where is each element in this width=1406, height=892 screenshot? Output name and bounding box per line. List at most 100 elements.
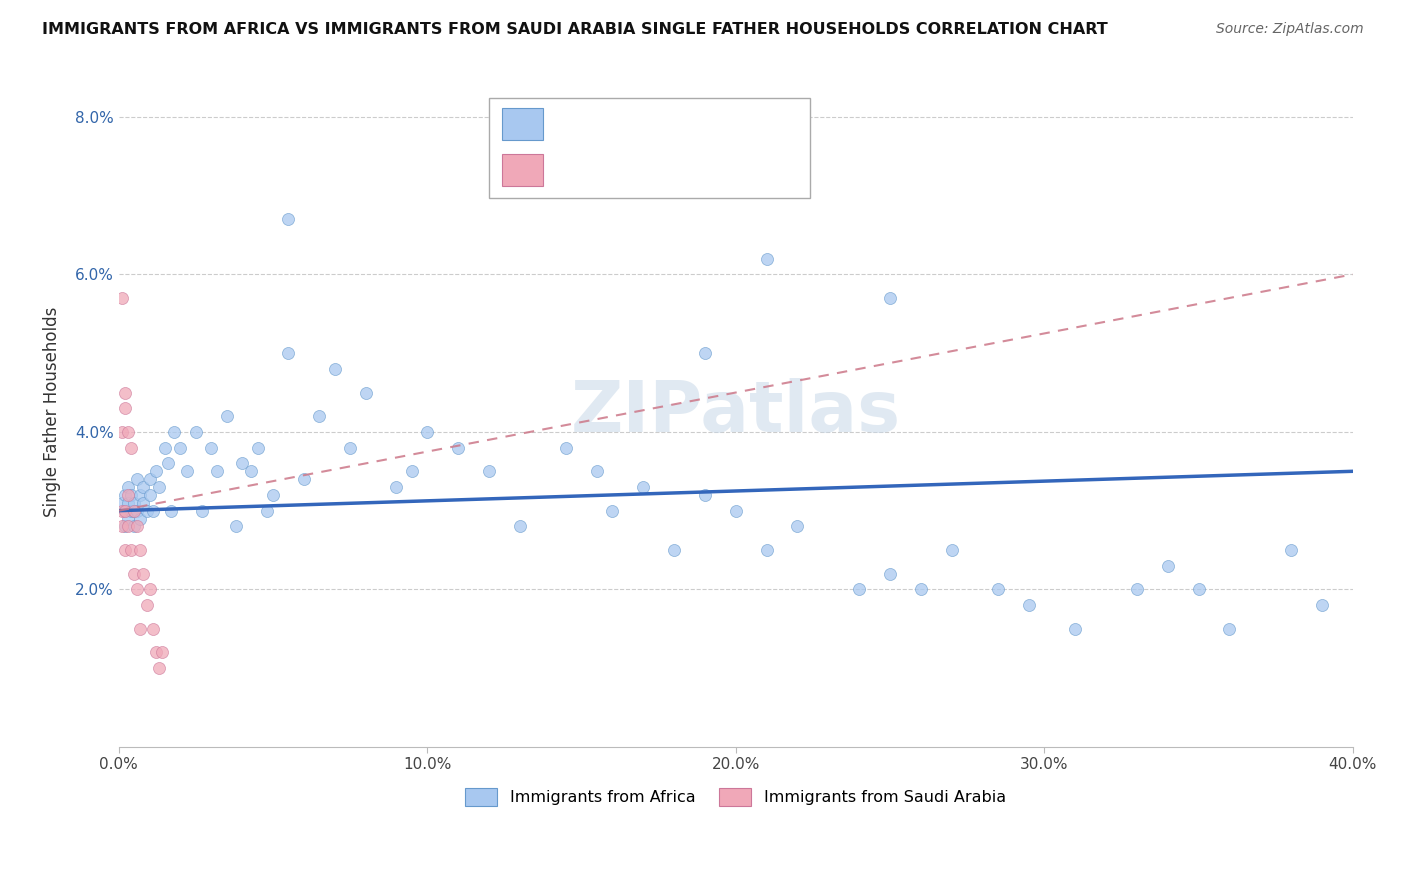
Immigrants from Africa — [246, 441, 269, 455]
Immigrants from Africa — [138, 472, 160, 486]
Immigrants from Africa — [786, 519, 808, 533]
Immigrants from Africa — [447, 441, 470, 455]
Immigrants from Africa — [323, 362, 346, 376]
Immigrants from Saudi Arabia — [111, 425, 134, 439]
Y-axis label: Single Father Households: Single Father Households — [44, 307, 60, 517]
Immigrants from Saudi Arabia — [127, 582, 149, 597]
Immigrants from Saudi Arabia — [142, 622, 165, 636]
Immigrants from Africa — [416, 425, 439, 439]
Immigrants from Africa — [163, 425, 186, 439]
Immigrants from Africa — [555, 441, 578, 455]
Immigrants from Saudi Arabia — [127, 519, 149, 533]
Immigrants from Africa — [262, 488, 284, 502]
Immigrants from Africa — [114, 488, 136, 502]
Immigrants from Africa — [117, 480, 139, 494]
Immigrants from Africa — [401, 464, 423, 478]
Immigrants from Africa — [662, 543, 685, 558]
Immigrants from Africa — [755, 252, 778, 266]
Immigrants from Saudi Arabia — [122, 566, 145, 581]
Immigrants from Africa — [200, 441, 222, 455]
Immigrants from Africa — [148, 480, 170, 494]
Immigrants from Saudi Arabia — [135, 598, 157, 612]
Immigrants from Africa — [225, 519, 247, 533]
Immigrants from Africa — [138, 488, 160, 502]
Immigrants from Africa — [1018, 598, 1040, 612]
Immigrants from Africa — [1064, 622, 1087, 636]
Immigrants from Africa — [602, 504, 624, 518]
Immigrants from Africa — [240, 464, 263, 478]
Immigrants from Saudi Arabia — [148, 661, 170, 675]
Immigrants from Africa — [724, 504, 747, 518]
Immigrants from Africa — [132, 480, 155, 494]
Immigrants from Africa — [987, 582, 1010, 597]
Immigrants from Africa — [169, 441, 191, 455]
Immigrants from Africa — [127, 472, 149, 486]
Immigrants from Africa — [122, 496, 145, 510]
Immigrants from Africa — [145, 464, 167, 478]
Immigrants from Africa — [693, 346, 716, 360]
Immigrants from Africa — [215, 409, 238, 424]
Immigrants from Africa — [848, 582, 870, 597]
Immigrants from Africa — [132, 496, 155, 510]
Immigrants from Africa — [122, 504, 145, 518]
Immigrants from Saudi Arabia — [117, 488, 139, 502]
Immigrants from Saudi Arabia — [114, 385, 136, 400]
Immigrants from Saudi Arabia — [129, 622, 152, 636]
Immigrants from Africa — [207, 464, 229, 478]
Immigrants from Africa — [135, 504, 157, 518]
Immigrants from Africa — [160, 504, 183, 518]
Immigrants from Saudi Arabia — [117, 519, 139, 533]
Immigrants from Africa — [354, 385, 377, 400]
Immigrants from Saudi Arabia — [117, 425, 139, 439]
Immigrants from Africa — [385, 480, 408, 494]
Immigrants from Africa — [114, 519, 136, 533]
Immigrants from Africa — [127, 504, 149, 518]
Immigrants from Africa — [117, 496, 139, 510]
Immigrants from Africa — [176, 464, 198, 478]
Immigrants from Africa — [339, 441, 361, 455]
Immigrants from Saudi Arabia — [111, 504, 134, 518]
Immigrants from Africa — [910, 582, 932, 597]
Immigrants from Africa — [693, 488, 716, 502]
Immigrants from Saudi Arabia — [145, 645, 167, 659]
Immigrants from Africa — [1279, 543, 1302, 558]
Immigrants from Africa — [308, 409, 330, 424]
Text: ZIPatlas: ZIPatlas — [571, 377, 901, 447]
Immigrants from Saudi Arabia — [114, 504, 136, 518]
Immigrants from Saudi Arabia — [114, 401, 136, 416]
Immigrants from Africa — [129, 488, 152, 502]
Immigrants from Saudi Arabia — [111, 519, 134, 533]
Immigrants from Africa — [1187, 582, 1209, 597]
Immigrants from Africa — [129, 511, 152, 525]
Immigrants from Africa — [879, 291, 901, 305]
Immigrants from Africa — [142, 504, 165, 518]
Text: Source: ZipAtlas.com: Source: ZipAtlas.com — [1216, 22, 1364, 37]
Immigrants from Africa — [1218, 622, 1240, 636]
Immigrants from Saudi Arabia — [129, 543, 152, 558]
Immigrants from Africa — [631, 480, 654, 494]
Immigrants from Africa — [509, 519, 531, 533]
Immigrants from Africa — [478, 464, 501, 478]
Immigrants from Africa — [111, 496, 134, 510]
Immigrants from Africa — [755, 543, 778, 558]
Legend: Immigrants from Africa, Immigrants from Saudi Arabia: Immigrants from Africa, Immigrants from … — [458, 781, 1012, 813]
Immigrants from Africa — [157, 457, 180, 471]
Immigrants from Saudi Arabia — [122, 504, 145, 518]
Immigrants from Saudi Arabia — [138, 582, 160, 597]
Immigrants from Africa — [153, 441, 176, 455]
Immigrants from Africa — [941, 543, 963, 558]
Immigrants from Africa — [120, 504, 142, 518]
Immigrants from Saudi Arabia — [120, 441, 142, 455]
Immigrants from Africa — [256, 504, 278, 518]
Immigrants from Africa — [184, 425, 207, 439]
Immigrants from Africa — [879, 566, 901, 581]
Immigrants from Africa — [292, 472, 315, 486]
Immigrants from Africa — [122, 519, 145, 533]
Immigrants from Saudi Arabia — [132, 566, 155, 581]
Immigrants from Saudi Arabia — [114, 543, 136, 558]
Immigrants from Africa — [117, 511, 139, 525]
Immigrants from Africa — [120, 488, 142, 502]
Immigrants from Saudi Arabia — [111, 291, 134, 305]
Text: IMMIGRANTS FROM AFRICA VS IMMIGRANTS FROM SAUDI ARABIA SINGLE FATHER HOUSEHOLDS : IMMIGRANTS FROM AFRICA VS IMMIGRANTS FRO… — [42, 22, 1108, 37]
Immigrants from Africa — [1156, 558, 1178, 573]
